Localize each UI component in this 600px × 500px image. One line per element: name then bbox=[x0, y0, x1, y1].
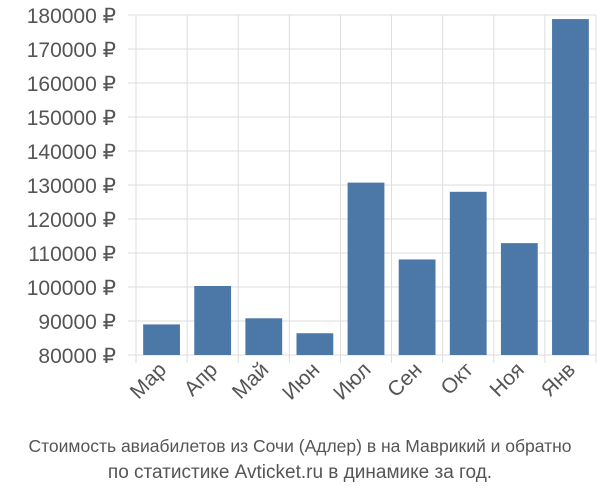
y-tick-label: 120000 ₽ bbox=[27, 209, 116, 232]
y-axis: 80000 ₽ 90000 ₽ 100000 ₽ 110000 ₽ 120000 ₽ 13… bbox=[27, 5, 116, 368]
x-tick-label: Мар bbox=[126, 358, 171, 403]
bar-Сен bbox=[398, 259, 436, 355]
chart-caption-line-1: Стоимость авиабилетов из Сочи (Адлер) в … bbox=[28, 436, 572, 456]
bar-Июл bbox=[347, 182, 385, 355]
bar-Май bbox=[245, 318, 283, 355]
y-tick-label: 170000 ₽ bbox=[27, 39, 116, 62]
y-tick-label: 80000 ₽ bbox=[38, 345, 116, 368]
bar-Окт bbox=[449, 191, 487, 355]
x-tick-label: Окт bbox=[436, 358, 478, 400]
y-tick-label: 130000 ₽ bbox=[27, 175, 116, 198]
y-tick-label: 100000 ₽ bbox=[27, 277, 116, 300]
bar-Янв bbox=[552, 19, 589, 356]
bar-Ноя bbox=[500, 243, 538, 355]
y-tick-label: 140000 ₽ bbox=[27, 141, 116, 164]
x-tick-label: Янв bbox=[537, 358, 580, 401]
y-tick-label: 110000 ₽ bbox=[28, 243, 116, 266]
chart-caption-line-2: по статистике Avticket.ru в динамике за … bbox=[107, 462, 493, 483]
x-tick-label: Ноя bbox=[486, 358, 529, 401]
x-axis: Мар Апр Май Июн Июл Сен Окт Ноя Янв bbox=[126, 358, 580, 405]
x-tick-label: Май bbox=[228, 358, 273, 403]
y-tick-label: 180000 ₽ bbox=[27, 5, 116, 28]
bar-Июн bbox=[296, 333, 334, 355]
bar-layer bbox=[143, 19, 589, 356]
x-tick-label: Апр bbox=[180, 358, 222, 400]
y-tick-label: 150000 ₽ bbox=[27, 107, 116, 130]
bar-chart: 80000 ₽ 90000 ₽ 100000 ₽ 110000 ₽ 120000 ₽ 13… bbox=[27, 5, 597, 405]
x-tick-label: Июн bbox=[278, 358, 324, 404]
bar-Апр bbox=[194, 285, 232, 355]
y-tick-label: 160000 ₽ bbox=[27, 73, 116, 96]
x-tick-label: Июл bbox=[329, 358, 375, 404]
bar-Мар bbox=[143, 324, 180, 355]
y-tick-label: 90000 ₽ bbox=[38, 311, 116, 334]
x-tick-label: Сен bbox=[383, 358, 426, 401]
